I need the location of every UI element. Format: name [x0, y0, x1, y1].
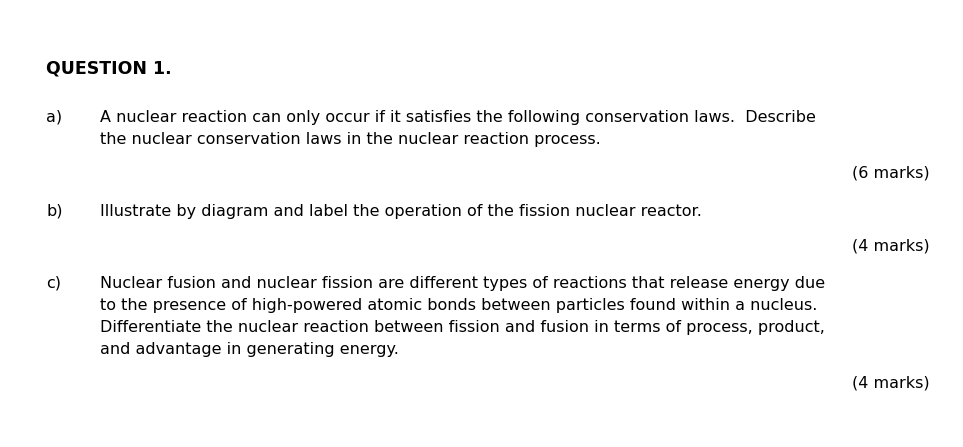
Text: QUESTION 1.: QUESTION 1. [46, 60, 171, 78]
Text: to the presence of high-powered atomic bonds between particles found within a nu: to the presence of high-powered atomic b… [100, 298, 818, 313]
Text: (6 marks): (6 marks) [852, 166, 930, 181]
Text: Illustrate by diagram and label the operation of the fission nuclear reactor.: Illustrate by diagram and label the oper… [100, 204, 702, 219]
Text: the nuclear conservation laws in the nuclear reaction process.: the nuclear conservation laws in the nuc… [100, 132, 601, 147]
Text: Nuclear fusion and nuclear fission are different types of reactions that release: Nuclear fusion and nuclear fission are d… [100, 276, 825, 291]
Text: and advantage in generating energy.: and advantage in generating energy. [100, 342, 399, 357]
Text: b): b) [46, 204, 63, 219]
Text: (4 marks): (4 marks) [852, 238, 930, 253]
Text: Differentiate the nuclear reaction between fission and fusion in terms of proces: Differentiate the nuclear reaction betwe… [100, 320, 825, 335]
Text: A nuclear reaction can only occur if it satisfies the following conservation law: A nuclear reaction can only occur if it … [100, 110, 816, 125]
Text: (4 marks): (4 marks) [852, 376, 930, 391]
Text: c): c) [46, 276, 61, 291]
Text: a): a) [46, 110, 63, 125]
